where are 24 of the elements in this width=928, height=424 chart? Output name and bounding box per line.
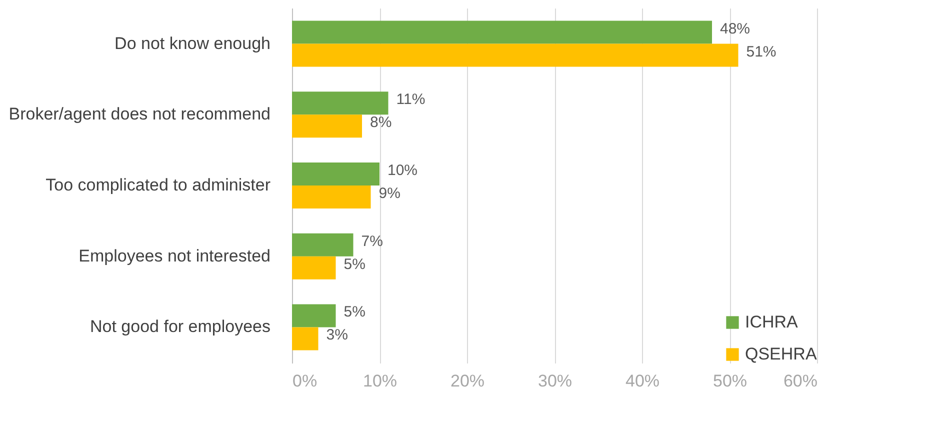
data-label: 5% (344, 304, 366, 321)
x-tick-label: 30% (538, 372, 572, 390)
y-tick-label: Too complicated to administer (46, 176, 271, 194)
data-label: 51% (746, 43, 776, 60)
y-tick-label: Do not know enough (114, 34, 270, 53)
y-tick-label: Employees not interested (78, 246, 270, 266)
x-tick-label: 10% (362, 372, 398, 390)
data-label: 7% (361, 232, 383, 250)
data-label: 11% (396, 91, 426, 108)
data-label: 5% (344, 256, 366, 273)
data-label: 9% (378, 185, 400, 202)
x-tick-label: 0% (292, 372, 318, 390)
legend-label: QSEHRA (745, 344, 818, 364)
y-tick-label: Broker/agent does not recommend (8, 104, 270, 124)
x-tick-label: 40% (625, 372, 660, 390)
x-tick-label: 50% (712, 372, 748, 390)
data-label: 10% (388, 162, 418, 179)
data-label: 8% (370, 114, 392, 132)
data-label: 48% (720, 20, 750, 38)
x-tick-label: 20% (450, 372, 485, 390)
legend-label: ICHRA (745, 312, 799, 332)
data-label: 3% (326, 326, 348, 344)
y-tick-label: Not good for employees (90, 317, 270, 336)
x-tick-label: 60% (783, 372, 818, 390)
